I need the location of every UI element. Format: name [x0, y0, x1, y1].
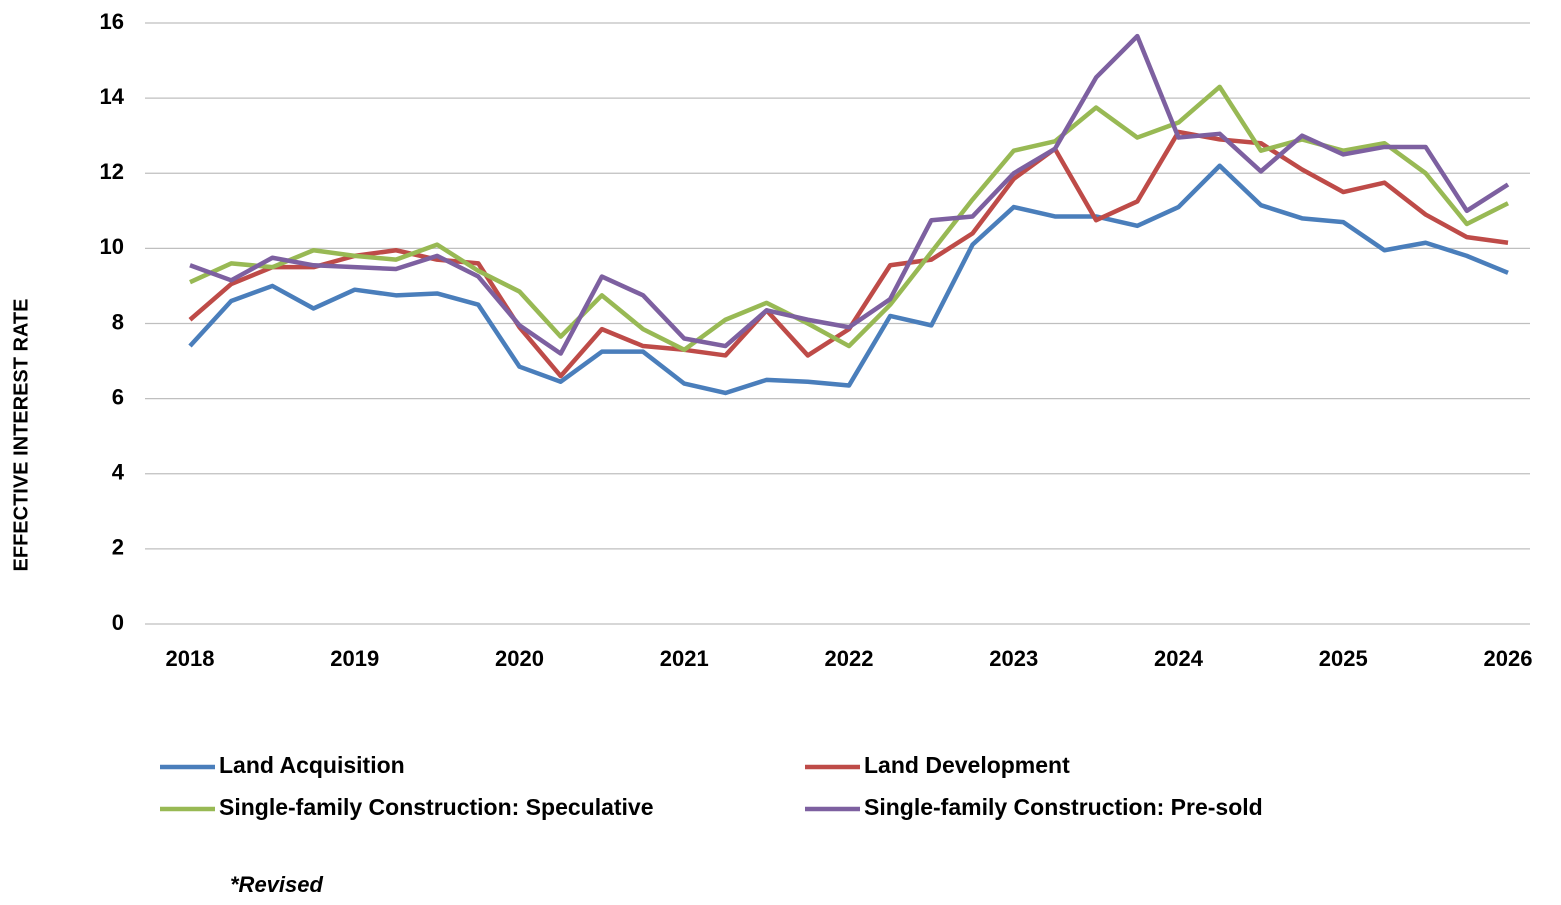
y-tick-label: 10: [100, 234, 124, 259]
y-tick-label: 8: [112, 309, 124, 334]
x-tick-label: 2019: [330, 646, 379, 671]
y-tick-label: 4: [112, 460, 125, 485]
y-tick-label: 6: [112, 384, 124, 409]
y-tick-label: 12: [100, 159, 124, 184]
footnote: *Revised: [230, 872, 324, 897]
x-tick-label: 2023: [989, 646, 1038, 671]
y-tick-label: 16: [100, 9, 124, 34]
line-series: [189, 33, 1510, 356]
line-series: [188, 129, 1509, 379]
x-tick-label: 2025: [1319, 646, 1368, 671]
line-series: [188, 163, 1509, 396]
x-tick-label: 2026: [1484, 646, 1533, 671]
legend-label: Land Acquisition: [219, 752, 405, 778]
x-tick-label: 2022: [825, 646, 874, 671]
y-tick-label: 14: [100, 84, 125, 109]
line-series: [189, 84, 1510, 353]
y-tick-label: 2: [112, 535, 124, 560]
x-tick-label: 2020: [495, 646, 544, 671]
legend-label: Single-family Construction: Speculative: [219, 794, 654, 820]
y-axis-label: EFFECTIVE INTEREST RATE: [10, 299, 32, 572]
x-tick-label: 2024: [1154, 646, 1204, 671]
x-tick-label: 2018: [166, 646, 215, 671]
x-tick-label: 2021: [660, 646, 709, 671]
y-tick-label: 0: [112, 610, 124, 635]
legend-label: Single-family Construction: Pre-sold: [864, 794, 1263, 820]
legend-label: Land Development: [864, 752, 1070, 778]
